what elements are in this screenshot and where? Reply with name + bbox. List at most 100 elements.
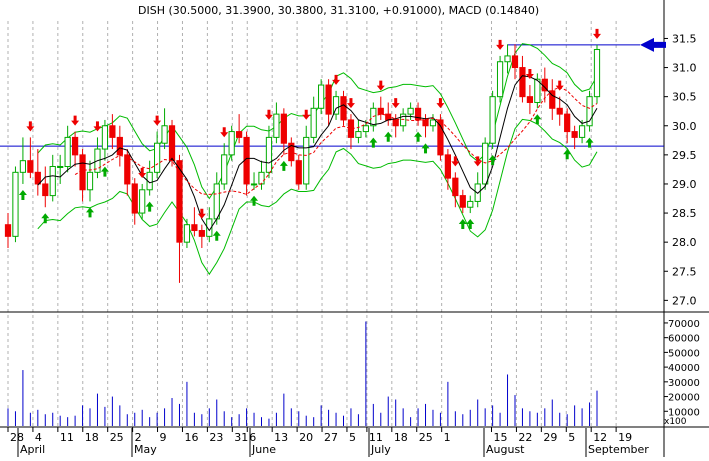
chart-title: DISH (30.5000, 31.3900, 30.3800, 31.3100… [138, 4, 539, 17]
volume-tick-label: 50000 [668, 348, 700, 359]
buy-arrow-icon [466, 219, 475, 230]
candle-body [49, 166, 56, 197]
x-tick-label: 9 [160, 431, 167, 444]
x-tick-label: 25 [110, 431, 124, 444]
candle-body [213, 183, 220, 220]
candle-body [519, 67, 526, 98]
candle-body [71, 136, 79, 156]
candle-body [273, 113, 280, 138]
buy-arrow-icon [563, 149, 572, 160]
sell-arrow-icon [71, 115, 80, 126]
sell-arrow-icon [436, 98, 445, 109]
buy-arrow-icon [41, 213, 50, 224]
candle-body [250, 183, 258, 186]
buy-arrow-icon [414, 131, 423, 142]
candle-body [392, 119, 399, 127]
candle-body [124, 154, 131, 185]
ma-slow-line [74, 86, 598, 195]
candle-body [318, 84, 325, 109]
candle-body [280, 113, 287, 144]
x-tick-label: 5 [349, 431, 356, 444]
candle-body [504, 55, 511, 63]
month-label: August [486, 443, 525, 456]
candle-body [258, 171, 265, 185]
sell-arrow-icon [496, 39, 505, 50]
buy-arrow-icon [585, 137, 594, 148]
candle-body [228, 131, 235, 156]
candle-body [362, 125, 369, 133]
last-price-arrow-icon [640, 37, 666, 52]
y-tick-label: 29.0 [672, 178, 697, 191]
candle-body [79, 154, 86, 191]
x-tick-label: 22 [518, 431, 532, 444]
candle-body [407, 107, 414, 115]
y-tick-label: 28.0 [672, 236, 697, 249]
candle-body [303, 136, 310, 185]
x-tick-label: 16 [184, 431, 198, 444]
candle-body [183, 224, 191, 243]
candle-body [101, 125, 109, 150]
buy-arrow-icon [100, 166, 109, 177]
candle-body [34, 171, 41, 185]
candle-body [64, 136, 71, 167]
candle-body [57, 166, 64, 168]
x-tick-label: 28 [10, 431, 24, 444]
candle-body [146, 171, 153, 191]
sell-arrow-icon [93, 121, 102, 132]
candle-body [265, 136, 273, 173]
y-axis-labels: 27.0 27.5 28.0 28.5 29.0 29.5 30.0 30.5 31.0 31.5… [664, 32, 700, 427]
month-label: July [370, 443, 391, 456]
candle-body [154, 142, 161, 173]
candle-body [534, 78, 541, 103]
volume-multiplier-label: x100 [664, 417, 687, 427]
x-tick-label: 15 [494, 431, 508, 444]
y-tick-label: 27.0 [672, 294, 697, 307]
buy-arrow-icon [279, 160, 288, 171]
sell-arrow-icon [153, 115, 162, 126]
candle-body [482, 142, 489, 185]
sell-arrow-icon [26, 121, 35, 132]
candle-body [4, 224, 12, 237]
candle-body [593, 49, 601, 98]
candle-body [422, 119, 429, 127]
x-tick-label: 6 [249, 431, 256, 444]
candle-body [586, 96, 593, 127]
x-tick-label: 18 [394, 431, 408, 444]
sell-arrow-icon [302, 109, 311, 120]
upper-band [37, 43, 598, 200]
y-tick-label: 30.5 [672, 91, 697, 104]
candle-body [139, 189, 146, 214]
candlesticks [4, 44, 601, 283]
volume-tick-label: 30000 [668, 378, 700, 389]
month-label: May [134, 443, 157, 456]
candle-body [310, 107, 317, 138]
buy-arrow-icon [488, 155, 497, 166]
candle-body [437, 119, 444, 156]
sell-arrow-icon [197, 208, 206, 219]
buy-arrow-icon [421, 143, 430, 154]
x-tick-label: 11 [60, 431, 74, 444]
volume-tick-label: 70000 [668, 319, 700, 330]
candle-body [161, 125, 168, 144]
x-tick-label: 19 [618, 431, 632, 444]
x-tick-label: 27 [324, 431, 338, 444]
buy-arrow-icon [250, 195, 259, 206]
candle-body [176, 160, 183, 243]
x-tick-label: 5 [568, 431, 575, 444]
candle-body [236, 131, 243, 138]
buy-arrow-icon [212, 230, 221, 241]
volume-bars [7, 321, 598, 426]
month-label: June [251, 443, 276, 456]
candle-body [340, 96, 347, 121]
sell-arrow-icon [346, 98, 355, 109]
buy-arrow-icon [533, 114, 542, 125]
candle-body [467, 200, 474, 208]
buy-arrow-icon [18, 189, 27, 200]
candle-body [12, 171, 19, 237]
candle-body [86, 171, 94, 191]
sell-arrow-icon [138, 167, 147, 178]
candle-body [564, 113, 571, 133]
volume-tick-label: 10000 [668, 407, 700, 418]
